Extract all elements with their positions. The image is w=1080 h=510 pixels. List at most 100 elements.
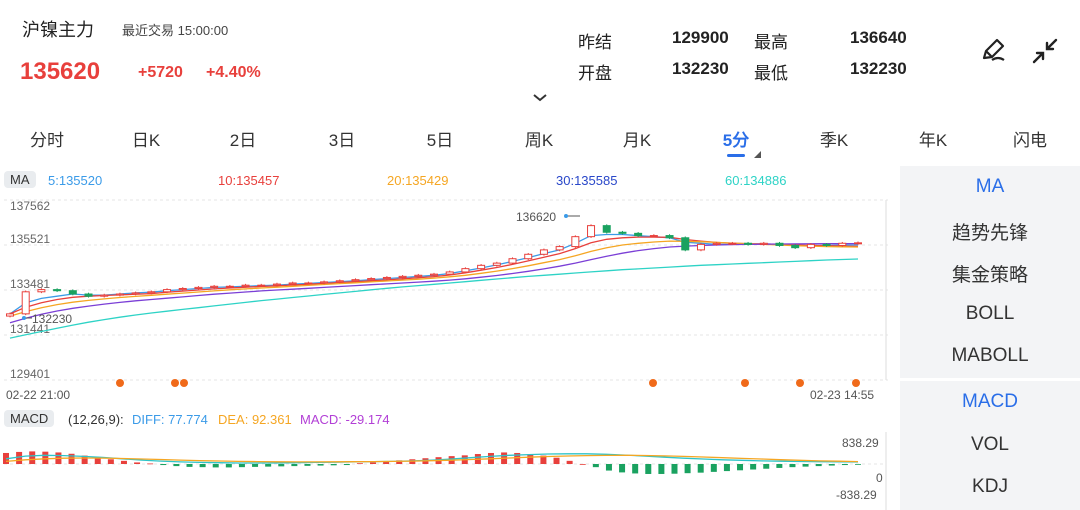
macd-bar xyxy=(173,464,180,467)
macd-bar xyxy=(29,451,36,464)
indicator-fund-strategy[interactable]: 集金策略 xyxy=(951,265,1028,286)
ma10-value: 10:135457 xyxy=(218,173,280,188)
macd-bar xyxy=(278,464,285,467)
tab-fenshi[interactable]: 分时 xyxy=(30,131,64,150)
macd-params: (12,26,9): xyxy=(68,412,124,427)
y-tick-label: 133481 xyxy=(10,277,50,291)
tab-year-k[interactable]: 年K xyxy=(918,131,948,150)
chevron-down-icon[interactable] xyxy=(532,90,548,102)
edit-pen-icon[interactable] xyxy=(978,36,1008,66)
candle-body xyxy=(351,279,360,282)
macd-bar xyxy=(265,464,272,467)
x-label-start: 02-22 21:00 xyxy=(6,388,70,402)
event-dot xyxy=(116,379,124,387)
candle-body xyxy=(37,289,46,293)
panel-divider xyxy=(900,378,1080,381)
macd-bar xyxy=(841,464,848,466)
macd-bar xyxy=(81,455,88,464)
macd-bar xyxy=(671,464,678,474)
indicator-trend-pioneer[interactable]: 趋势先锋 xyxy=(951,223,1028,244)
candle-body xyxy=(508,258,517,264)
candle-body xyxy=(382,276,391,280)
candle-body xyxy=(555,246,564,251)
candle-body xyxy=(445,271,454,275)
macd-bar xyxy=(802,464,809,467)
macd-bar xyxy=(855,464,861,465)
indicator-maboll[interactable]: MABOLL xyxy=(951,345,1029,366)
macd-bar xyxy=(160,464,167,466)
candle-body xyxy=(398,275,407,278)
stat-label-prev-settle: 昨结 xyxy=(578,33,612,52)
macd-bar xyxy=(776,464,783,468)
indicator-vol[interactable]: VOL xyxy=(970,434,1010,455)
macd-bar xyxy=(527,454,534,464)
stat-value-high: 136640 xyxy=(850,28,907,47)
candle-body xyxy=(822,243,831,246)
candle-body xyxy=(6,313,14,317)
candle-body xyxy=(21,291,30,315)
macd-bar xyxy=(540,455,547,464)
indicator-macd[interactable]: MACD xyxy=(962,391,1018,412)
indicator-kdj[interactable]: KDJ xyxy=(972,476,1008,497)
period-tabs: 分时 日K 2日 3日 5日 周K 月K 5分 季K 年K 闪电 xyxy=(0,116,1080,160)
ma-pill[interactable]: MA xyxy=(4,171,36,188)
macd-bar xyxy=(592,464,599,468)
macd-bar xyxy=(330,464,337,466)
tab-day-k[interactable]: 日K xyxy=(131,131,161,150)
low-price-label: 132230 xyxy=(32,312,72,326)
candle-body xyxy=(430,273,438,276)
ma60-value: 60:134886 xyxy=(725,173,787,188)
macd-pill[interactable]: MACD xyxy=(4,410,55,427)
macd-bar xyxy=(723,464,730,472)
macd-bar xyxy=(645,464,652,474)
macd-bar xyxy=(186,464,193,467)
candle-body xyxy=(791,244,800,249)
candle-body xyxy=(524,253,533,260)
collapse-arrows-icon[interactable] xyxy=(1030,36,1060,66)
macd-bar xyxy=(238,464,245,468)
stat-value-open: 132230 xyxy=(672,59,729,78)
tab-month-k[interactable]: 月K xyxy=(622,131,652,150)
macd-chart[interactable]: 838.29 0 -838.29 xyxy=(0,432,896,510)
macd-bar xyxy=(658,464,665,474)
kline-chart[interactable]: 137562 135521 133481 131441 129401 136620 1322… xyxy=(0,192,896,404)
ma-line-ma30 xyxy=(9,242,859,324)
tab-5day[interactable]: 5日 xyxy=(426,131,454,150)
last-trade-time: 最近交易 15:00:00 xyxy=(122,23,229,38)
macd-bar xyxy=(750,464,757,470)
event-dot xyxy=(741,379,749,387)
tab-5min[interactable]: 5分 xyxy=(722,131,750,150)
candle-body xyxy=(806,243,815,249)
tab-season-k[interactable]: 季K xyxy=(819,131,849,150)
y-tick-label: 129401 xyxy=(10,367,50,381)
macd-value: MACD: -29.174 xyxy=(300,412,390,427)
candle-body xyxy=(587,225,596,238)
low-marker-dot xyxy=(22,316,26,320)
tab-week-k[interactable]: 周K xyxy=(524,131,554,150)
candle-body xyxy=(618,231,627,234)
macd-bar xyxy=(514,452,521,464)
tab-2day[interactable]: 2日 xyxy=(229,131,257,150)
candle-body xyxy=(744,242,753,245)
tab-dropdown-corner-icon xyxy=(754,145,761,158)
candle-body xyxy=(712,242,721,245)
macd-bar xyxy=(619,464,626,473)
indicator-boll[interactable]: BOLL xyxy=(965,303,1015,324)
macd-bar xyxy=(199,464,206,468)
stat-value-prev-settle: 129900 xyxy=(672,28,729,47)
macd-bar xyxy=(120,460,127,464)
candle-body xyxy=(414,274,423,277)
macd-bar xyxy=(356,463,363,465)
ma-line-ma60 xyxy=(9,258,859,339)
high-marker-dot xyxy=(564,214,568,218)
tab-3day[interactable]: 3日 xyxy=(328,131,356,150)
tab-flash[interactable]: 闪电 xyxy=(1013,131,1047,150)
macd-bar xyxy=(147,463,154,465)
macd-dea-line xyxy=(5,454,859,463)
macd-bar xyxy=(566,460,573,464)
macd-bar xyxy=(252,464,259,467)
indicator-ma[interactable]: MA xyxy=(975,176,1005,197)
candle-body xyxy=(838,242,847,246)
macd-bar xyxy=(42,451,49,464)
macd-bar xyxy=(605,464,612,471)
